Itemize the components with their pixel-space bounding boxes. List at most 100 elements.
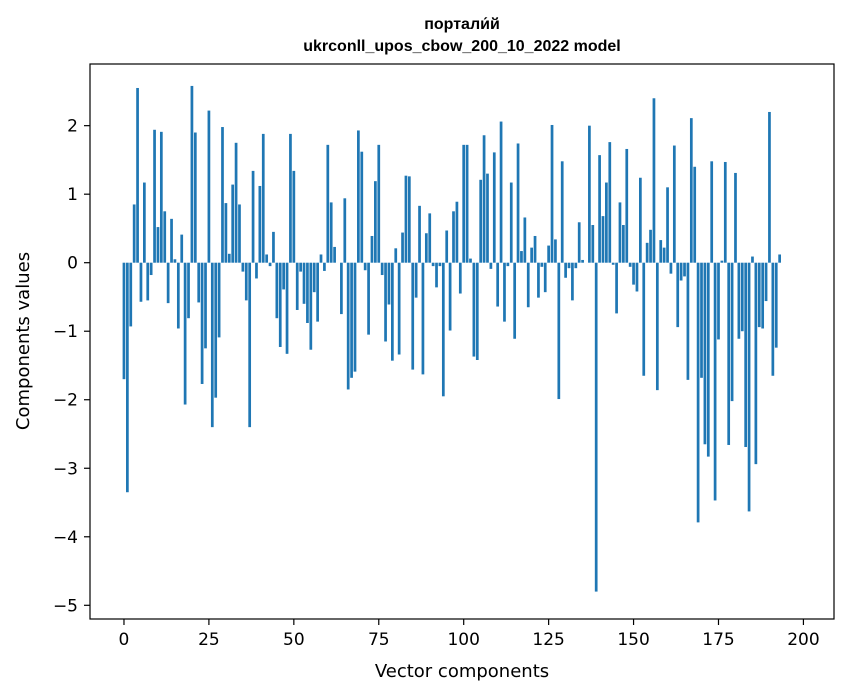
bar-174 bbox=[713, 262, 717, 501]
bar-101 bbox=[465, 144, 469, 263]
bar-5 bbox=[139, 262, 143, 302]
bar-170 bbox=[700, 262, 703, 378]
bar-104 bbox=[475, 262, 479, 360]
x-tick-label: 50 bbox=[283, 630, 305, 650]
bar-139 bbox=[594, 262, 598, 592]
bar-53 bbox=[302, 262, 306, 304]
bar-16 bbox=[176, 262, 180, 329]
bar-44 bbox=[272, 231, 275, 263]
bar-87 bbox=[418, 205, 421, 263]
bar-13 bbox=[166, 262, 170, 304]
bar-70 bbox=[360, 151, 364, 263]
bar-142 bbox=[605, 182, 608, 263]
bar-171 bbox=[703, 262, 707, 445]
bar-36 bbox=[244, 262, 248, 301]
bar-68 bbox=[353, 262, 357, 372]
bar-143 bbox=[608, 142, 612, 263]
bar-166 bbox=[686, 262, 690, 380]
x-tick-label: 125 bbox=[532, 630, 564, 650]
bar-21 bbox=[193, 132, 197, 263]
bar-169 bbox=[696, 262, 700, 523]
x-tick-label: 0 bbox=[119, 630, 130, 650]
bar-132 bbox=[571, 262, 574, 301]
bar-20 bbox=[190, 85, 194, 263]
bar-66 bbox=[346, 262, 350, 390]
bar-100 bbox=[462, 144, 466, 263]
bar-90 bbox=[428, 213, 432, 263]
bar-93 bbox=[438, 262, 442, 267]
bar-116 bbox=[516, 143, 520, 263]
bar-32 bbox=[231, 184, 235, 263]
bar-40 bbox=[258, 185, 262, 263]
bar-162 bbox=[672, 145, 676, 263]
bar-41 bbox=[261, 133, 265, 263]
bar-118 bbox=[523, 217, 527, 263]
bar-129 bbox=[560, 161, 564, 263]
bar-158 bbox=[659, 240, 663, 263]
bar-127 bbox=[554, 239, 557, 263]
bar-177 bbox=[723, 161, 727, 263]
bar-192 bbox=[774, 262, 778, 348]
x-tick-label: 75 bbox=[368, 630, 390, 650]
bar-82 bbox=[401, 232, 404, 263]
bar-18 bbox=[183, 262, 187, 405]
bar-117 bbox=[520, 251, 523, 263]
bar-134 bbox=[577, 222, 581, 263]
bar-2 bbox=[129, 262, 133, 327]
bar-123 bbox=[540, 262, 544, 267]
bar-140 bbox=[598, 155, 601, 263]
bar-39 bbox=[255, 262, 258, 279]
bar-125 bbox=[547, 245, 550, 263]
bar-73 bbox=[370, 235, 374, 263]
bar-145 bbox=[615, 262, 618, 314]
bar-59 bbox=[323, 262, 326, 271]
bar-64 bbox=[340, 262, 343, 315]
bar-50 bbox=[292, 170, 296, 263]
bar-146 bbox=[618, 202, 622, 263]
bar-182 bbox=[740, 262, 744, 332]
bar-55 bbox=[309, 262, 313, 350]
bar-186 bbox=[754, 262, 758, 465]
bar-67 bbox=[350, 262, 353, 378]
bar-27 bbox=[214, 262, 218, 398]
bar-114 bbox=[509, 182, 513, 263]
bar-26 bbox=[210, 262, 214, 428]
bar-176 bbox=[720, 260, 724, 263]
bar-95 bbox=[445, 230, 449, 263]
bar-121 bbox=[533, 235, 537, 263]
bar-103 bbox=[472, 262, 476, 357]
bar-180 bbox=[734, 172, 737, 263]
y-tick-label: −5 bbox=[53, 596, 78, 616]
bar-56 bbox=[312, 262, 316, 293]
bar-28 bbox=[217, 262, 221, 338]
bars-group bbox=[122, 85, 781, 592]
x-tick-label: 25 bbox=[198, 630, 220, 650]
bar-62 bbox=[333, 246, 336, 263]
bar-154 bbox=[645, 242, 649, 263]
bar-80 bbox=[394, 248, 398, 263]
bar-149 bbox=[628, 262, 632, 267]
bar-183 bbox=[744, 262, 748, 448]
y-tick-label: 1 bbox=[67, 185, 78, 205]
bar-122 bbox=[537, 262, 540, 298]
y-tick-label: −3 bbox=[53, 459, 78, 479]
bar-29 bbox=[221, 127, 224, 263]
y-tick-label: 0 bbox=[67, 254, 78, 274]
bar-115 bbox=[513, 262, 517, 339]
bar-45 bbox=[275, 262, 279, 319]
bar-72 bbox=[367, 262, 370, 335]
bar-89 bbox=[424, 233, 428, 263]
bar-15 bbox=[173, 259, 177, 263]
bar-144 bbox=[611, 262, 615, 265]
bar-155 bbox=[649, 229, 652, 263]
bar-78 bbox=[387, 262, 391, 305]
bar-47 bbox=[282, 262, 285, 290]
bar-9 bbox=[153, 129, 156, 263]
bar-141 bbox=[601, 216, 605, 263]
bar-24 bbox=[204, 262, 207, 349]
bar-105 bbox=[479, 179, 483, 263]
bar-65 bbox=[343, 198, 347, 263]
bar-91 bbox=[431, 262, 435, 267]
bar-35 bbox=[241, 262, 245, 272]
bar-193 bbox=[778, 254, 781, 263]
